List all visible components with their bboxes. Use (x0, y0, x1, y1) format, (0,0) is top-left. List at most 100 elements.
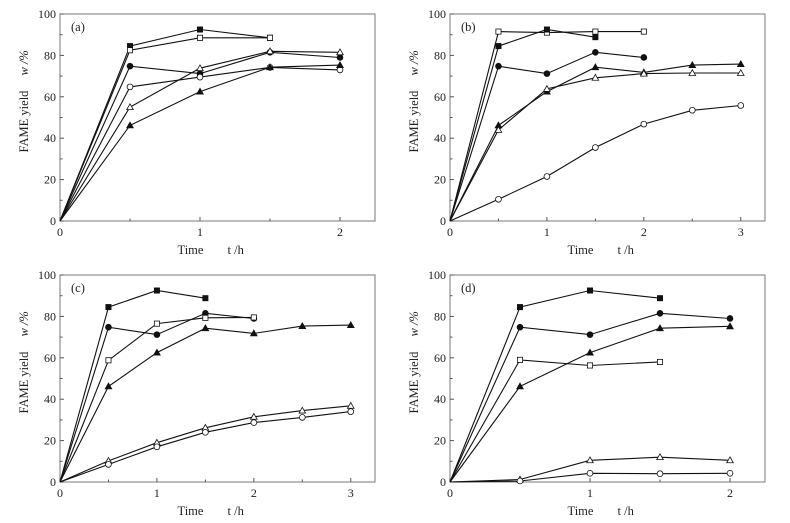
data-point (586, 470, 594, 477)
data-point (152, 348, 161, 356)
data-point (298, 406, 307, 414)
y-tick-label: 0 (440, 214, 446, 228)
data-point (105, 357, 112, 364)
panel-label: (d) (461, 281, 476, 295)
y-tick-label: 100 (38, 268, 56, 282)
y-tick-label: 40 (434, 131, 446, 145)
data-point (736, 59, 745, 67)
data-point (336, 48, 344, 56)
data-point (726, 322, 734, 330)
y-tick-label: 20 (44, 173, 56, 187)
data-point (688, 68, 697, 76)
series-line (59, 37, 270, 222)
data-point (196, 26, 203, 33)
y-tick-label: 0 (50, 475, 56, 489)
data-point (656, 324, 664, 332)
series-open-square (449, 356, 664, 483)
y-tick-label: 80 (44, 309, 56, 323)
data-point (105, 304, 112, 311)
y-axis-label: FAME yield (407, 351, 421, 414)
data-point (592, 34, 599, 41)
data-point (336, 54, 344, 61)
y-tick-label: 100 (428, 268, 446, 282)
y-tick-label: 0 (440, 475, 446, 489)
data-point (495, 195, 502, 203)
series-open-square (59, 314, 257, 483)
series-line (449, 104, 741, 222)
series-line (59, 312, 254, 483)
data-point (249, 329, 258, 337)
data-point (591, 73, 600, 81)
data-point (592, 28, 599, 35)
panel-label: (a) (71, 20, 85, 34)
data-point (586, 331, 594, 338)
y-axis-unit: w /% (407, 50, 421, 75)
series-filled-circle (59, 309, 258, 483)
x-tick-label: 0 (447, 225, 453, 239)
y-tick-label: 80 (434, 48, 446, 62)
x-tick-label: 2 (337, 225, 343, 239)
data-point (736, 68, 745, 76)
data-point (250, 419, 258, 426)
y-tick-label: 60 (44, 351, 56, 365)
panel-label: (c) (71, 281, 85, 295)
data-point (153, 287, 160, 294)
data-point (266, 34, 273, 41)
y-tick-label: 40 (44, 131, 56, 145)
y-tick-label: 20 (434, 434, 446, 448)
data-point (657, 358, 664, 365)
x-tick-label: 0 (57, 225, 63, 239)
data-point (516, 477, 524, 485)
data-point (266, 47, 274, 55)
data-point (726, 456, 734, 464)
data-point (266, 63, 274, 71)
y-axis-unit: w /% (17, 50, 31, 75)
data-point (495, 62, 502, 70)
data-point (640, 120, 648, 128)
data-point (347, 408, 355, 415)
x-axis-unit: t /h (618, 504, 635, 518)
y-tick-label: 100 (428, 7, 446, 21)
x-tick-label: 1 (197, 225, 203, 239)
data-point (689, 106, 696, 114)
panel-label: (b) (461, 20, 476, 34)
y-tick-label: 60 (434, 351, 446, 365)
data-point (640, 54, 648, 61)
series-filled-triangle (449, 59, 745, 222)
series-filled-square (59, 287, 209, 483)
series-line (59, 316, 254, 483)
series-line (449, 289, 661, 483)
y-tick-label: 40 (434, 392, 446, 406)
data-point (656, 470, 664, 478)
x-axis-unit: t /h (228, 243, 245, 257)
series-line (59, 289, 206, 483)
x-tick-label: 1 (154, 486, 160, 500)
data-point (202, 295, 209, 302)
panel-c: 0 20 40 60 80 100 0 1 2 3 (c) Time t /h FAME yield w /… (17, 268, 376, 518)
y-axis-label: FAME yield (407, 90, 421, 153)
series-open-square (449, 28, 647, 222)
x-tick-label: 2 (251, 486, 257, 500)
panel-b: 0 20 40 60 80 100 0 1 2 3 (b) Time t /h FAME yield w /… (407, 7, 766, 257)
series-filled-square (449, 287, 664, 483)
panel-d: 0 20 40 60 80 100 0 1 2 (d) Time t /h FAME yield w /% (407, 268, 766, 518)
data-point (127, 47, 134, 54)
x-tick-label: 3 (348, 486, 354, 500)
x-tick-label: 1 (544, 225, 550, 239)
y-axis-unit: w /% (407, 311, 421, 336)
x-axis-label: Time (178, 504, 204, 518)
data-point (196, 73, 204, 81)
series-line (449, 63, 741, 222)
series-open-triangle (59, 47, 344, 222)
data-point (726, 315, 734, 322)
data-point (105, 461, 112, 468)
y-tick-label: 20 (44, 434, 56, 448)
data-point (196, 64, 204, 72)
series-line (449, 28, 596, 222)
series-open-circle (449, 470, 734, 485)
data-point (299, 414, 306, 421)
x-tick-label: 2 (641, 225, 647, 239)
data-point (591, 63, 600, 71)
y-axis-label: FAME yield (17, 351, 31, 414)
